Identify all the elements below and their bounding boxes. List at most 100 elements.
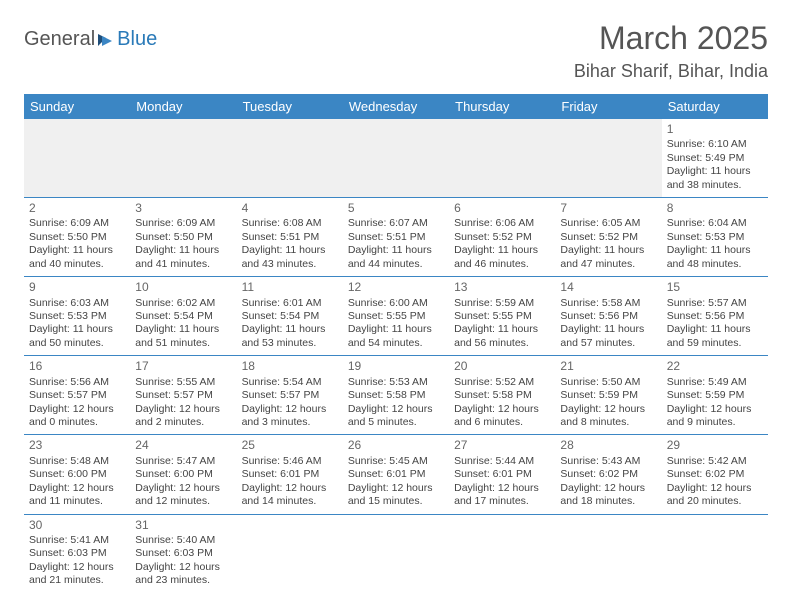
calendar-table: SundayMondayTuesdayWednesdayThursdayFrid… — [24, 94, 768, 593]
daylight-text: Daylight: 11 hours and 44 minutes. — [348, 244, 444, 271]
sunrise-text: Sunrise: 6:07 AM — [348, 217, 444, 230]
calendar-row: 16Sunrise: 5:56 AMSunset: 5:57 PMDayligh… — [24, 356, 768, 435]
page-title: March 2025 — [574, 20, 768, 57]
logo-text-general: General — [24, 28, 95, 51]
day-number: 11 — [242, 280, 338, 295]
calendar-cell: 30Sunrise: 5:41 AMSunset: 6:03 PMDayligh… — [24, 514, 130, 593]
daylight-text: Daylight: 12 hours and 6 minutes. — [454, 403, 550, 430]
sunrise-text: Sunrise: 6:10 AM — [667, 138, 763, 151]
calendar-cell — [555, 119, 661, 198]
calendar-cell: 23Sunrise: 5:48 AMSunset: 6:00 PMDayligh… — [24, 435, 130, 514]
day-number: 5 — [348, 201, 444, 216]
day-number: 18 — [242, 359, 338, 374]
day-number: 27 — [454, 438, 550, 453]
day-number: 22 — [667, 359, 763, 374]
calendar-row: 9Sunrise: 6:03 AMSunset: 5:53 PMDaylight… — [24, 277, 768, 356]
flag-icon — [97, 33, 115, 47]
day-number: 8 — [667, 201, 763, 216]
sunrise-text: Sunrise: 5:50 AM — [560, 376, 656, 389]
day-number: 23 — [29, 438, 125, 453]
sunset-text: Sunset: 5:50 PM — [29, 231, 125, 244]
sunset-text: Sunset: 5:56 PM — [667, 310, 763, 323]
day-number: 6 — [454, 201, 550, 216]
calendar-cell: 5Sunrise: 6:07 AMSunset: 5:51 PMDaylight… — [343, 198, 449, 277]
daylight-text: Daylight: 12 hours and 2 minutes. — [135, 403, 231, 430]
sunset-text: Sunset: 5:57 PM — [29, 389, 125, 402]
sunrise-text: Sunrise: 6:06 AM — [454, 217, 550, 230]
day-number: 14 — [560, 280, 656, 295]
sunrise-text: Sunrise: 5:48 AM — [29, 455, 125, 468]
sunset-text: Sunset: 5:57 PM — [135, 389, 231, 402]
weekday-header: Monday — [130, 94, 236, 119]
weekday-header-row: SundayMondayTuesdayWednesdayThursdayFrid… — [24, 94, 768, 119]
sunset-text: Sunset: 5:55 PM — [454, 310, 550, 323]
daylight-text: Daylight: 12 hours and 21 minutes. — [29, 561, 125, 588]
calendar-cell — [662, 514, 768, 593]
calendar-cell: 3Sunrise: 6:09 AMSunset: 5:50 PMDaylight… — [130, 198, 236, 277]
calendar-cell: 27Sunrise: 5:44 AMSunset: 6:01 PMDayligh… — [449, 435, 555, 514]
sunrise-text: Sunrise: 5:57 AM — [667, 297, 763, 310]
calendar-cell: 26Sunrise: 5:45 AMSunset: 6:01 PMDayligh… — [343, 435, 449, 514]
calendar-cell: 17Sunrise: 5:55 AMSunset: 5:57 PMDayligh… — [130, 356, 236, 435]
sunrise-text: Sunrise: 5:40 AM — [135, 534, 231, 547]
weekday-header: Tuesday — [237, 94, 343, 119]
day-number: 17 — [135, 359, 231, 374]
calendar-cell: 14Sunrise: 5:58 AMSunset: 5:56 PMDayligh… — [555, 277, 661, 356]
calendar-cell — [449, 119, 555, 198]
daylight-text: Daylight: 11 hours and 54 minutes. — [348, 323, 444, 350]
daylight-text: Daylight: 12 hours and 8 minutes. — [560, 403, 656, 430]
sunset-text: Sunset: 5:54 PM — [242, 310, 338, 323]
sunrise-text: Sunrise: 6:09 AM — [29, 217, 125, 230]
calendar-cell — [343, 514, 449, 593]
sunrise-text: Sunrise: 5:44 AM — [454, 455, 550, 468]
daylight-text: Daylight: 12 hours and 20 minutes. — [667, 482, 763, 509]
day-number: 2 — [29, 201, 125, 216]
sunset-text: Sunset: 6:02 PM — [560, 468, 656, 481]
daylight-text: Daylight: 12 hours and 17 minutes. — [454, 482, 550, 509]
day-number: 10 — [135, 280, 231, 295]
calendar-cell: 29Sunrise: 5:42 AMSunset: 6:02 PMDayligh… — [662, 435, 768, 514]
day-number: 12 — [348, 280, 444, 295]
sunset-text: Sunset: 5:58 PM — [348, 389, 444, 402]
sunset-text: Sunset: 5:52 PM — [454, 231, 550, 244]
sunset-text: Sunset: 5:59 PM — [667, 389, 763, 402]
sunset-text: Sunset: 5:53 PM — [667, 231, 763, 244]
sunrise-text: Sunrise: 5:41 AM — [29, 534, 125, 547]
sunset-text: Sunset: 6:01 PM — [242, 468, 338, 481]
sunset-text: Sunset: 6:03 PM — [29, 547, 125, 560]
day-number: 15 — [667, 280, 763, 295]
calendar-cell: 21Sunrise: 5:50 AMSunset: 5:59 PMDayligh… — [555, 356, 661, 435]
day-number: 9 — [29, 280, 125, 295]
daylight-text: Daylight: 11 hours and 56 minutes. — [454, 323, 550, 350]
sunrise-text: Sunrise: 6:03 AM — [29, 297, 125, 310]
calendar-cell: 19Sunrise: 5:53 AMSunset: 5:58 PMDayligh… — [343, 356, 449, 435]
sunrise-text: Sunrise: 6:04 AM — [667, 217, 763, 230]
sunset-text: Sunset: 5:50 PM — [135, 231, 231, 244]
day-number: 20 — [454, 359, 550, 374]
daylight-text: Daylight: 11 hours and 41 minutes. — [135, 244, 231, 271]
calendar-cell: 24Sunrise: 5:47 AMSunset: 6:00 PMDayligh… — [130, 435, 236, 514]
sunrise-text: Sunrise: 5:54 AM — [242, 376, 338, 389]
daylight-text: Daylight: 11 hours and 47 minutes. — [560, 244, 656, 271]
sunset-text: Sunset: 5:49 PM — [667, 152, 763, 165]
day-number: 13 — [454, 280, 550, 295]
daylight-text: Daylight: 11 hours and 57 minutes. — [560, 323, 656, 350]
day-number: 30 — [29, 518, 125, 533]
daylight-text: Daylight: 11 hours and 46 minutes. — [454, 244, 550, 271]
sunrise-text: Sunrise: 6:05 AM — [560, 217, 656, 230]
calendar-cell — [449, 514, 555, 593]
daylight-text: Daylight: 11 hours and 48 minutes. — [667, 244, 763, 271]
day-number: 16 — [29, 359, 125, 374]
day-number: 4 — [242, 201, 338, 216]
calendar-cell: 16Sunrise: 5:56 AMSunset: 5:57 PMDayligh… — [24, 356, 130, 435]
day-number: 26 — [348, 438, 444, 453]
calendar-body: 1Sunrise: 6:10 AMSunset: 5:49 PM Daylight… — [24, 119, 768, 593]
day-number: 1 — [667, 122, 763, 137]
day-number: 28 — [560, 438, 656, 453]
weekday-header: Friday — [555, 94, 661, 119]
sunset-text: Sunset: 5:55 PM — [348, 310, 444, 323]
sunset-text: Sunset: 5:58 PM — [454, 389, 550, 402]
sunrise-text: Sunrise: 5:46 AM — [242, 455, 338, 468]
sunset-text: Sunset: 6:00 PM — [135, 468, 231, 481]
calendar-cell: 22Sunrise: 5:49 AMSunset: 5:59 PMDayligh… — [662, 356, 768, 435]
